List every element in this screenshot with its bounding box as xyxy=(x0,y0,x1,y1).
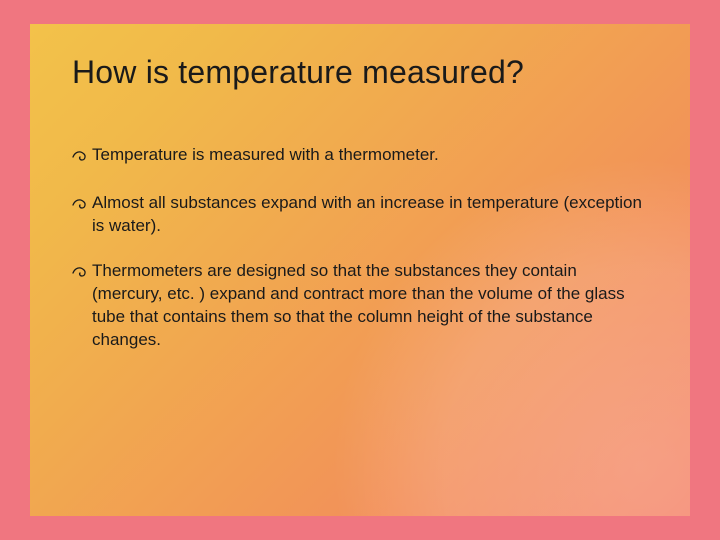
bullet-curl-icon xyxy=(72,147,88,170)
bullet-curl-icon xyxy=(72,195,88,218)
slide: How is temperature measured? Temperature… xyxy=(30,24,690,516)
bullet-curl-icon xyxy=(72,263,88,286)
list-item: Temperature is measured with a thermomet… xyxy=(72,144,642,170)
slide-body: Temperature is measured with a thermomet… xyxy=(72,144,642,374)
bullet-text: Thermometers are designed so that the su… xyxy=(92,260,642,352)
bullet-text: Temperature is measured with a thermomet… xyxy=(92,144,642,167)
bullet-text: Almost all substances expand with an inc… xyxy=(92,192,642,238)
list-item: Thermometers are designed so that the su… xyxy=(72,260,642,352)
list-item: Almost all substances expand with an inc… xyxy=(72,192,642,238)
slide-title: How is temperature measured? xyxy=(72,54,524,91)
